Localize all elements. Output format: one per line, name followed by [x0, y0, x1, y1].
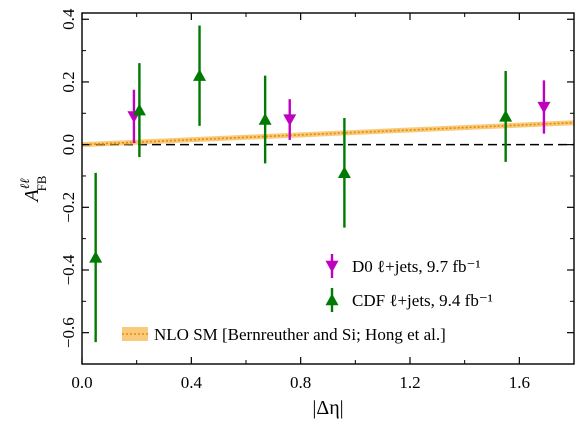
x-tick-label: 1.2 — [399, 373, 420, 392]
legend-label-cdf: CDF ℓ+jets, 9.4 fb⁻¹ — [352, 291, 493, 310]
x-tick-label: 0.8 — [290, 373, 311, 392]
cdf-point-5 — [499, 109, 513, 122]
y-axis-label-sup: ℓℓ — [17, 178, 32, 189]
x-tick-label: 0.4 — [181, 373, 203, 392]
y-tick-label: 0.4 — [59, 8, 78, 30]
cdf-point-1 — [132, 103, 146, 116]
d0-point-2 — [537, 101, 551, 114]
y-axis-label-main: A — [21, 188, 43, 203]
cdf-point-3 — [258, 113, 272, 125]
legend: D0 ℓ+jets, 9.7 fb⁻¹ CDF ℓ+jets, 9.4 fb⁻¹… — [122, 254, 493, 344]
y-tick-label: −0.4 — [59, 254, 78, 285]
plot-frame — [81, 12, 575, 365]
x-axis-label: |Δη| — [312, 397, 343, 419]
axes: 0.0 0.4 0.8 1.2 1.6 −0.6 −0.4 −0.2 0.0 0.2 0.4 |Δη|… — [17, 8, 575, 419]
y-axis-label: Aℓℓ FB — [17, 175, 49, 203]
legend-cdf-marker — [325, 293, 339, 306]
cdf-point-2 — [193, 69, 207, 81]
y-tick-label: 0.0 — [59, 134, 78, 155]
nlo-sm-band — [82, 120, 574, 148]
legend-d0-marker — [325, 260, 339, 273]
legend-label-d0: D0 ℓ+jets, 9.7 fb⁻¹ — [352, 257, 481, 276]
legend-label-nlo: NLO SM [Bernreuther and Si; Hong et al.] — [154, 325, 446, 344]
y-tick-label: −0.6 — [59, 317, 78, 348]
plot-area — [81, 25, 575, 343]
cdf-point-0 — [89, 250, 103, 263]
d0-point-1 — [283, 114, 297, 127]
x-tick-label: 1.6 — [509, 373, 530, 392]
y-axis-label-sub: FB — [34, 175, 49, 191]
y-tick-label: −0.2 — [59, 192, 78, 223]
x-tick-label: 0.0 — [71, 373, 92, 392]
y-tick-label: 0.2 — [59, 71, 78, 92]
cdf-point-4 — [337, 166, 351, 179]
